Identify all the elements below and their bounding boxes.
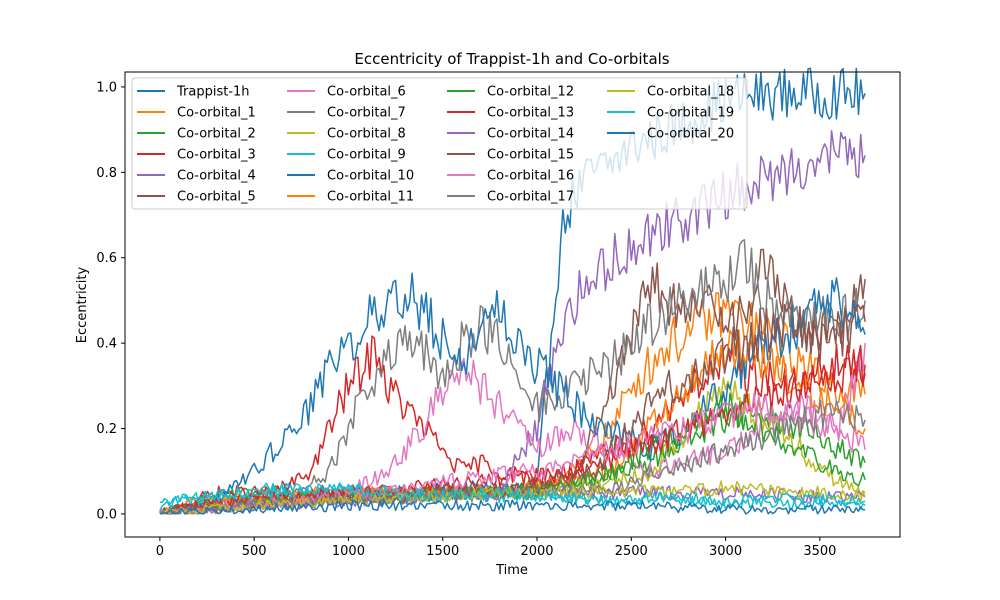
legend-label: Co-orbital_4 xyxy=(177,169,256,184)
legend-box xyxy=(131,77,748,210)
legend-label: Co-orbital_5 xyxy=(177,190,256,205)
x-tick-label: 1500 xyxy=(426,544,459,559)
series-line-co-orbital-7 xyxy=(159,239,866,515)
y-axis-ticks: 0.0 0.2 0.4 0.6 0.8 1.0 xyxy=(96,80,125,522)
y-tick-label: 1.0 xyxy=(96,80,117,95)
series-line-co-orbital-19 xyxy=(159,483,866,508)
legend-label: Co-orbital_9 xyxy=(327,148,406,163)
x-tick-label: 2000 xyxy=(520,544,553,559)
legend-label: Co-orbital_2 xyxy=(177,127,256,142)
series-layer xyxy=(159,67,866,515)
series-line-co-orbital-20 xyxy=(159,499,866,515)
x-axis-ticks: 0 500 1000 1500 2000 2500 3000 3500 xyxy=(156,537,836,559)
x-tick-label: 3000 xyxy=(709,544,742,559)
x-tick-label: 500 xyxy=(242,544,267,559)
y-tick-label: 0.6 xyxy=(96,251,117,266)
y-tick-label: 0.4 xyxy=(96,337,117,352)
x-tick-label: 2500 xyxy=(615,544,648,559)
legend-label: Co-orbital_13 xyxy=(487,106,574,121)
legend-label: Co-orbital_7 xyxy=(327,106,406,121)
legend-label: Co-orbital_11 xyxy=(327,190,414,205)
legend-label: Co-orbital_3 xyxy=(177,148,256,163)
x-axis-label: Time xyxy=(495,563,528,578)
legend-label: Co-orbital_17 xyxy=(487,190,574,205)
legend-label: Co-orbital_10 xyxy=(327,169,414,184)
legend-label: Co-orbital_19 xyxy=(647,106,734,121)
chart-title: Eccentricity of Trappist-1h and Co-orbit… xyxy=(354,50,669,68)
x-tick-label: 1000 xyxy=(332,544,365,559)
y-axis-label: Eccentricity xyxy=(75,267,90,344)
legend-label: Co-orbital_16 xyxy=(487,169,574,184)
series-line-co-orbital-10 xyxy=(159,272,866,515)
legend-label: Co-orbital_20 xyxy=(647,127,734,142)
legend-label: Co-orbital_18 xyxy=(647,85,734,100)
x-tick-label: 0 xyxy=(156,544,164,559)
legend-label: Co-orbital_6 xyxy=(327,85,406,100)
legend-label: Trappist-1h xyxy=(176,85,250,100)
legend-label: Co-orbital_8 xyxy=(327,127,406,142)
legend-label: Co-orbital_14 xyxy=(487,127,574,142)
y-tick-label: 0.2 xyxy=(96,422,117,437)
legend-label: Co-orbital_12 xyxy=(487,85,574,100)
y-tick-label: 0.0 xyxy=(96,507,117,522)
legend-label: Co-orbital_15 xyxy=(487,148,574,163)
plot-frame xyxy=(124,71,901,538)
y-tick-label: 0.8 xyxy=(96,166,117,181)
legend-label: Co-orbital_1 xyxy=(177,106,256,121)
legend: Trappist-1h Co-orbital_1 Co-orbital_2 Co-or… xyxy=(131,77,748,210)
x-tick-label: 3500 xyxy=(803,544,836,559)
